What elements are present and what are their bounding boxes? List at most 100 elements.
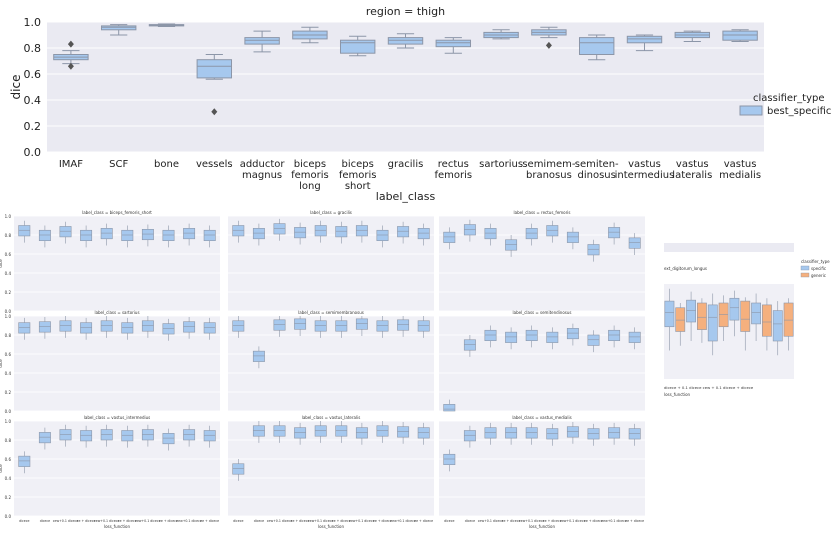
panel-box [608,329,621,341]
panel-box [38,432,51,444]
panel-y-tick-label: 1.0 [5,214,12,219]
x-tick-label: sartorius [479,159,523,170]
panel-box [273,319,286,331]
panel-box [232,225,245,237]
panel-box [397,426,410,438]
side-box [729,297,740,321]
side-x-tick-labels: dicece + 0.1 dicece cew + 0.1 dicece + d… [664,385,754,390]
panel-x-tick-label: cew+0.1 dicece [94,519,119,523]
panel-x-tick-label: ce + dicece [373,519,392,523]
panel-title: label_class = vastus_lateralis [302,415,361,420]
panel-y-tick-label: 0.2 [5,495,12,500]
panel-box [546,331,559,343]
panel-title: label_class = semimembranosus [298,310,364,315]
outlier-point [67,40,74,48]
panel-box [59,226,72,238]
panel-box [484,329,497,341]
panel-box [314,320,327,332]
panel-x-tick-label: cew+0.1 dicece [560,519,585,523]
panel-box [183,429,196,441]
panel-box [183,321,196,333]
panel-box [566,426,579,438]
side-box [718,302,729,328]
box [722,30,758,41]
panel-box [484,228,497,240]
x-tick-label: gracilis [388,159,424,170]
panel-box [59,320,72,332]
x-tick-label: bone [154,159,179,170]
chart-title: region = thigh [366,5,445,18]
panel-y-tick-label: 0.0 [5,514,12,519]
panel-box [38,229,51,241]
small-multiples-grid: 1.0 0.8 0.6 0.4 0.2 0.0 dice label_class = bice… [0,210,645,529]
panel-box [252,228,265,240]
panel-x-tick-label: cew+0.1 dicece [53,519,78,523]
x-tick-label: biceps [342,159,374,170]
outlier-point [545,41,552,49]
panel-x-tick-label: ce + dicece [584,519,603,523]
x-tick-label: vastus [676,159,709,170]
panel-box [59,429,72,441]
panel-box [608,427,621,439]
outlier-point [67,62,74,70]
panel-box [80,229,93,241]
side-header-strip [664,243,794,252]
panel-box [376,320,389,332]
panel-box [417,427,430,439]
side-box [686,299,696,323]
panel-box [294,318,307,330]
x-tick-label: semiten- [575,159,619,170]
side-box [751,302,761,325]
panel-box [525,228,538,240]
panel-box [525,427,538,439]
panel-box [355,318,368,330]
side-legend-swatch [800,265,810,271]
y-axis-label: dice [9,75,23,100]
panel-box [417,228,430,240]
panel-x-axis-label: loss_function [104,524,131,529]
outlier-point [211,108,218,116]
panel-box [141,229,154,241]
panel-x-tick-label: ce + dicece [118,519,137,523]
panel-box [628,428,641,440]
x-tick-label: vastus [724,159,757,170]
y-tick-label: 0.6 [24,68,42,81]
panel-box [100,320,113,332]
panel-x-tick-label: cew+0.1 dicece [390,519,415,523]
panel-box [232,463,245,475]
legend-title: classifier_type [753,93,825,104]
legend-entry: best_specific [767,106,831,117]
y-tick-label: 0.4 [24,94,42,107]
panel-box [294,227,307,239]
panel-x-tick-label: cew+0.1 dicece [601,519,626,523]
side-box [664,300,675,328]
box [244,37,280,45]
panel-title: label_class = vastus_intermedius [84,415,150,420]
panel-box [314,425,327,437]
panel-box [183,228,196,240]
panel-box [505,239,518,251]
panel-box [566,231,579,243]
panel-box [397,226,410,238]
x-tick-label: branosus [526,170,572,181]
panel-y-tick-label: 0.0 [5,409,12,414]
panel-box [443,404,456,412]
panel-x-tick-label: cew+0.1 dicece [176,519,201,523]
panel-box [252,425,265,437]
x-tick-label: magnus [242,170,282,181]
panel-box [417,320,430,332]
side-box [772,310,783,342]
x-tick-label: semimem- [522,159,576,170]
panel-box [587,244,600,256]
panel-x-axis-label: loss_function [529,524,556,529]
panel-box [335,425,348,437]
x-tick-label: femoris [434,170,472,181]
x-tick-label: dinosus [578,170,616,181]
panel-box [463,430,476,442]
y-tick-label: 0.8 [24,42,42,55]
box [626,35,663,44]
panel-box [463,224,476,236]
box [435,39,472,48]
panel-box [121,430,134,442]
